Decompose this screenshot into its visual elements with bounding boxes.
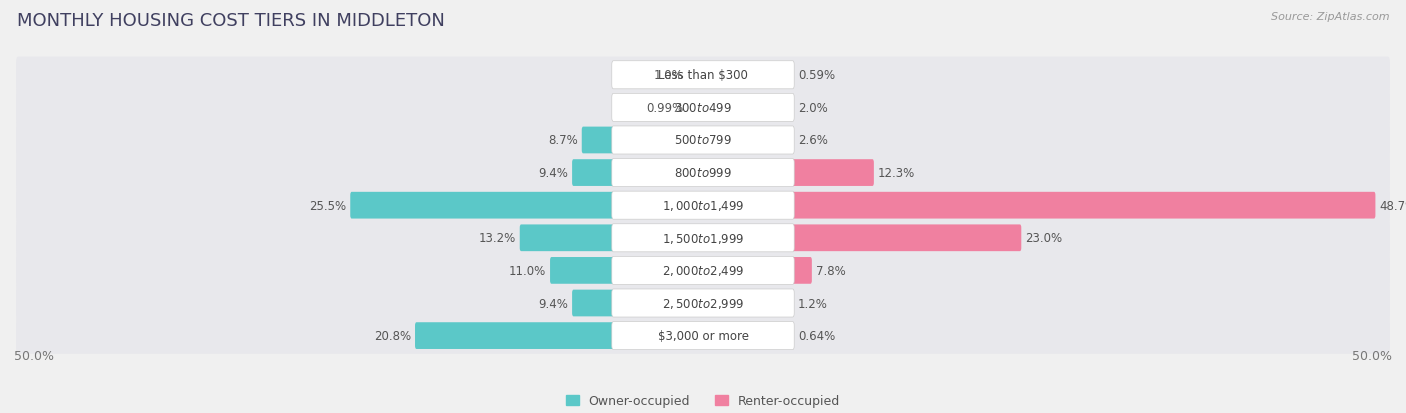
FancyBboxPatch shape: [15, 155, 1391, 191]
Text: 2.0%: 2.0%: [799, 102, 828, 114]
FancyBboxPatch shape: [15, 220, 1391, 256]
Text: 8.7%: 8.7%: [548, 134, 578, 147]
FancyBboxPatch shape: [792, 225, 1021, 252]
FancyBboxPatch shape: [415, 323, 614, 349]
FancyBboxPatch shape: [612, 127, 794, 154]
Text: 50.0%: 50.0%: [14, 349, 53, 362]
Text: 0.64%: 0.64%: [799, 329, 835, 342]
FancyBboxPatch shape: [612, 224, 794, 252]
FancyBboxPatch shape: [15, 188, 1391, 224]
FancyBboxPatch shape: [15, 57, 1391, 94]
Text: $2,000 to $2,499: $2,000 to $2,499: [662, 264, 744, 278]
Text: Less than $300: Less than $300: [658, 69, 748, 82]
Text: $500 to $799: $500 to $799: [673, 134, 733, 147]
FancyBboxPatch shape: [612, 192, 794, 220]
Text: 12.3%: 12.3%: [877, 167, 915, 180]
Text: 25.5%: 25.5%: [309, 199, 346, 212]
FancyBboxPatch shape: [612, 159, 794, 187]
FancyBboxPatch shape: [520, 225, 614, 252]
FancyBboxPatch shape: [792, 192, 1375, 219]
FancyBboxPatch shape: [792, 160, 875, 187]
Text: MONTHLY HOUSING COST TIERS IN MIDDLETON: MONTHLY HOUSING COST TIERS IN MIDDLETON: [17, 12, 444, 30]
FancyBboxPatch shape: [612, 289, 794, 317]
FancyBboxPatch shape: [15, 318, 1391, 354]
FancyBboxPatch shape: [612, 322, 794, 350]
FancyBboxPatch shape: [612, 94, 794, 122]
Text: $3,000 or more: $3,000 or more: [658, 329, 748, 342]
Text: 20.8%: 20.8%: [374, 329, 411, 342]
Text: 23.0%: 23.0%: [1025, 232, 1063, 244]
Text: 1.2%: 1.2%: [799, 297, 828, 310]
Text: 1.0%: 1.0%: [654, 69, 683, 82]
Text: $1,500 to $1,999: $1,500 to $1,999: [662, 231, 744, 245]
Text: $2,500 to $2,999: $2,500 to $2,999: [662, 296, 744, 310]
Text: $1,000 to $1,499: $1,000 to $1,499: [662, 199, 744, 213]
Text: 2.6%: 2.6%: [799, 134, 828, 147]
Text: $300 to $499: $300 to $499: [673, 102, 733, 114]
FancyBboxPatch shape: [572, 290, 614, 317]
FancyBboxPatch shape: [15, 285, 1391, 321]
FancyBboxPatch shape: [572, 160, 614, 187]
Text: 7.8%: 7.8%: [815, 264, 846, 277]
Text: $800 to $999: $800 to $999: [673, 167, 733, 180]
FancyBboxPatch shape: [15, 252, 1391, 289]
Text: 9.4%: 9.4%: [538, 297, 568, 310]
Text: 0.99%: 0.99%: [647, 102, 683, 114]
FancyBboxPatch shape: [15, 90, 1391, 126]
Text: 50.0%: 50.0%: [1353, 349, 1392, 362]
FancyBboxPatch shape: [792, 257, 811, 284]
Legend: Owner-occupied, Renter-occupied: Owner-occupied, Renter-occupied: [567, 394, 839, 408]
Text: 0.59%: 0.59%: [799, 69, 835, 82]
Text: 11.0%: 11.0%: [509, 264, 546, 277]
FancyBboxPatch shape: [612, 257, 794, 285]
FancyBboxPatch shape: [550, 257, 614, 284]
FancyBboxPatch shape: [582, 127, 614, 154]
Text: 48.7%: 48.7%: [1379, 199, 1406, 212]
Text: 13.2%: 13.2%: [478, 232, 516, 244]
Text: 9.4%: 9.4%: [538, 167, 568, 180]
FancyBboxPatch shape: [612, 62, 794, 90]
FancyBboxPatch shape: [15, 122, 1391, 159]
Text: Source: ZipAtlas.com: Source: ZipAtlas.com: [1271, 12, 1389, 22]
FancyBboxPatch shape: [350, 192, 614, 219]
